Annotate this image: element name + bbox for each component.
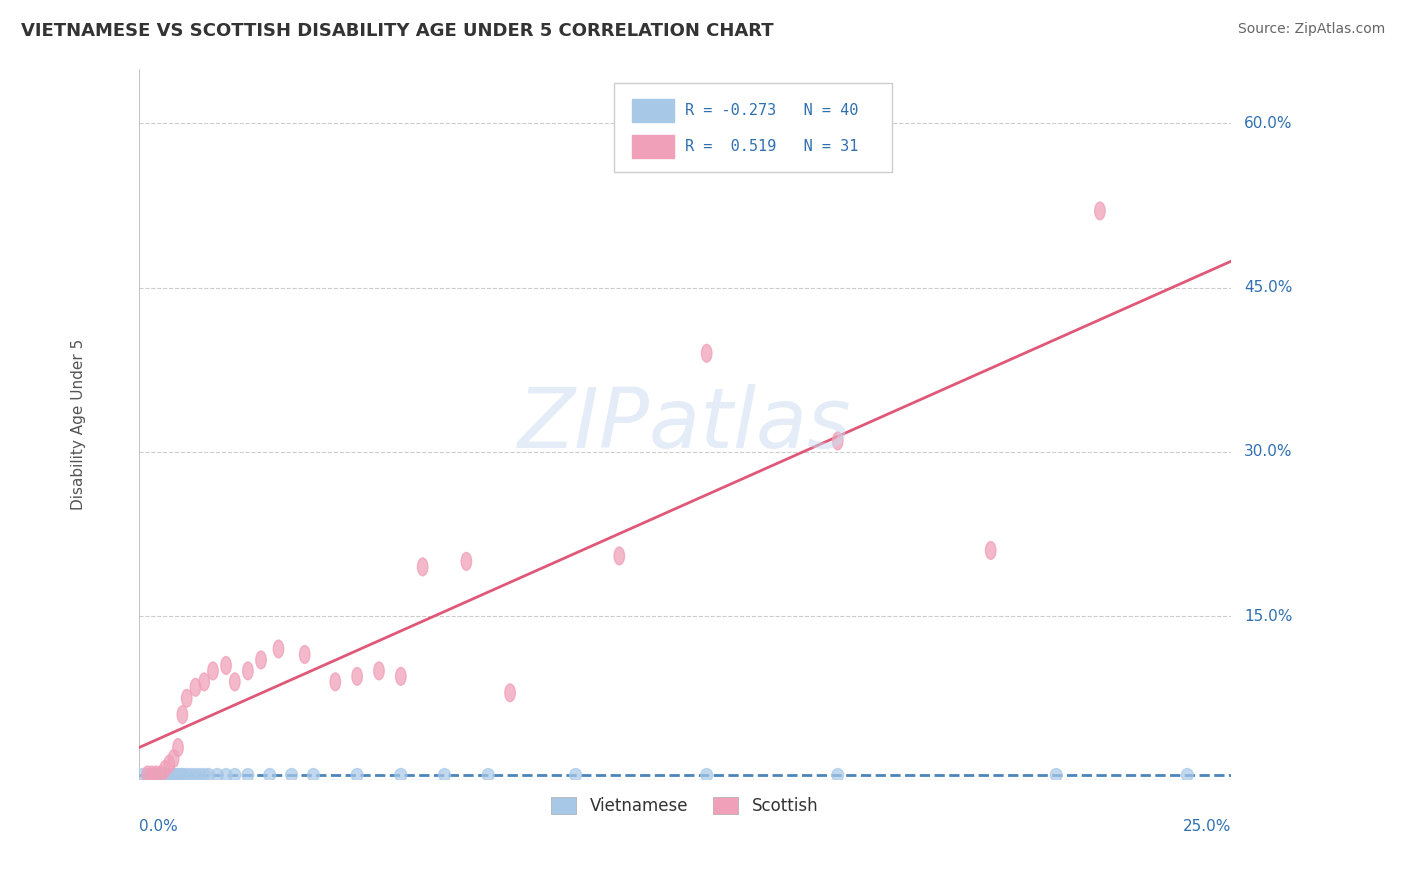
Ellipse shape [374, 662, 384, 680]
Ellipse shape [264, 769, 276, 781]
Ellipse shape [155, 769, 166, 781]
Ellipse shape [142, 769, 153, 781]
Ellipse shape [482, 769, 494, 781]
Ellipse shape [172, 769, 184, 781]
Ellipse shape [395, 667, 406, 685]
Ellipse shape [146, 769, 157, 781]
Ellipse shape [169, 749, 179, 767]
Ellipse shape [352, 667, 363, 685]
Ellipse shape [142, 766, 153, 784]
Text: 0.0%: 0.0% [139, 819, 177, 834]
Ellipse shape [177, 769, 188, 781]
Ellipse shape [150, 766, 162, 784]
Ellipse shape [395, 769, 406, 781]
Ellipse shape [177, 706, 187, 723]
Ellipse shape [159, 769, 170, 781]
Text: 30.0%: 30.0% [1244, 444, 1292, 459]
Ellipse shape [243, 662, 253, 680]
Ellipse shape [163, 769, 176, 781]
FancyBboxPatch shape [614, 83, 893, 172]
Ellipse shape [1095, 202, 1105, 219]
Ellipse shape [1050, 769, 1062, 781]
Ellipse shape [200, 673, 209, 690]
Ellipse shape [505, 684, 516, 702]
Ellipse shape [160, 761, 170, 779]
Ellipse shape [256, 651, 266, 669]
Text: Source: ZipAtlas.com: Source: ZipAtlas.com [1237, 22, 1385, 37]
Ellipse shape [242, 769, 254, 781]
Ellipse shape [700, 769, 713, 781]
Ellipse shape [221, 769, 232, 781]
Ellipse shape [832, 432, 844, 450]
Ellipse shape [165, 756, 174, 772]
Text: 60.0%: 60.0% [1244, 116, 1292, 131]
Text: 15.0%: 15.0% [1244, 608, 1292, 624]
Text: 45.0%: 45.0% [1244, 280, 1292, 295]
Ellipse shape [159, 769, 170, 781]
Ellipse shape [194, 769, 205, 781]
Ellipse shape [439, 769, 450, 781]
Ellipse shape [173, 739, 183, 756]
Ellipse shape [461, 552, 471, 570]
Ellipse shape [167, 769, 180, 781]
Ellipse shape [155, 766, 166, 784]
Text: R = -0.273   N = 40: R = -0.273 N = 40 [685, 103, 858, 118]
Ellipse shape [202, 769, 215, 781]
Ellipse shape [418, 558, 427, 575]
Ellipse shape [146, 769, 157, 781]
Ellipse shape [299, 646, 309, 664]
Legend: Vietnamese, Scottish: Vietnamese, Scottish [544, 790, 825, 822]
Ellipse shape [832, 769, 844, 781]
Ellipse shape [190, 769, 201, 781]
Ellipse shape [177, 769, 188, 781]
Ellipse shape [702, 344, 711, 362]
Ellipse shape [330, 673, 340, 690]
Ellipse shape [150, 769, 162, 781]
Ellipse shape [229, 769, 240, 781]
Ellipse shape [146, 766, 157, 784]
Ellipse shape [155, 769, 166, 781]
Ellipse shape [190, 679, 201, 697]
Ellipse shape [172, 769, 184, 781]
Text: VIETNAMESE VS SCOTTISH DISABILITY AGE UNDER 5 CORRELATION CHART: VIETNAMESE VS SCOTTISH DISABILITY AGE UN… [21, 22, 773, 40]
Text: 25.0%: 25.0% [1182, 819, 1232, 834]
Ellipse shape [352, 769, 363, 781]
Ellipse shape [138, 769, 149, 781]
Ellipse shape [273, 640, 284, 658]
Ellipse shape [198, 769, 209, 781]
Ellipse shape [569, 769, 582, 781]
Ellipse shape [614, 547, 624, 565]
Ellipse shape [308, 769, 319, 781]
Ellipse shape [986, 541, 995, 559]
Text: Disability Age Under 5: Disability Age Under 5 [72, 339, 86, 510]
Ellipse shape [181, 769, 193, 781]
Ellipse shape [208, 662, 218, 680]
Ellipse shape [186, 769, 197, 781]
Bar [633, 135, 673, 158]
Ellipse shape [163, 769, 176, 781]
Text: ZIPatlas: ZIPatlas [517, 384, 852, 465]
Ellipse shape [221, 657, 232, 674]
Ellipse shape [285, 769, 298, 781]
Ellipse shape [229, 673, 240, 690]
Ellipse shape [211, 769, 224, 781]
Ellipse shape [1181, 769, 1194, 781]
Ellipse shape [150, 769, 162, 781]
Bar [633, 99, 673, 122]
Ellipse shape [167, 769, 180, 781]
Text: R =  0.519   N = 31: R = 0.519 N = 31 [685, 138, 858, 153]
Ellipse shape [181, 690, 193, 707]
